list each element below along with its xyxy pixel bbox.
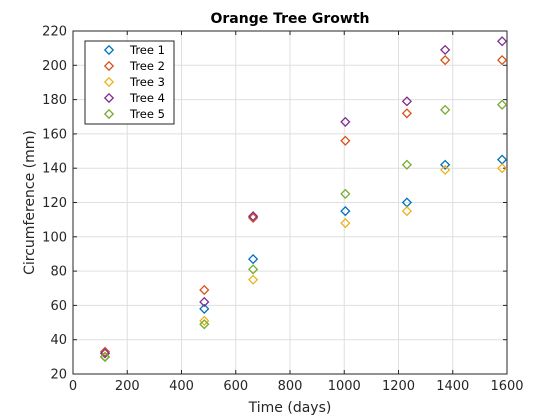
data-point (199, 296, 210, 308)
y-tick-label: 200 (42, 59, 67, 74)
grid-lines (72, 30, 508, 375)
data-point (340, 116, 351, 128)
legend-box (84, 40, 175, 125)
data-point (247, 212, 259, 224)
axes: 0 200 400 600 800 1000 1200 1400 1600 20 40 60 80 100… (42, 25, 523, 395)
x-tick-label: 800 (278, 379, 303, 394)
legend-marker (103, 92, 115, 104)
x-tick-label: 1200 (382, 379, 415, 394)
data-point (340, 188, 351, 200)
data-point (401, 159, 413, 170)
data-point (401, 108, 413, 119)
series-4 (99, 36, 508, 359)
data-points (99, 36, 508, 362)
series-5 (99, 99, 508, 362)
y-tick-label: 60 (50, 299, 67, 314)
legend-marker (103, 60, 115, 72)
legend-entry: Tree 4 (129, 91, 165, 105)
data-point (247, 253, 259, 265)
chart-title: Orange Tree Growth (211, 11, 370, 27)
y-tick-label: 80 (50, 265, 67, 280)
legend: Tree 1 Tree 2 Tree 3 Tree 4 Tree 5 (84, 40, 175, 125)
data-point (496, 163, 508, 174)
y-tick-label: 220 (42, 25, 67, 40)
data-point (199, 303, 210, 314)
data-point (496, 99, 508, 110)
x-tick-label: 200 (115, 379, 140, 394)
y-tick-label: 20 (50, 368, 67, 383)
x-tick-label: 1600 (490, 379, 523, 394)
data-point (401, 96, 413, 107)
data-point (440, 164, 451, 176)
data-point (247, 211, 259, 222)
y-axis-label: Circumference (mm) (22, 130, 38, 275)
data-point (340, 135, 351, 146)
x-tick-label: 0 (69, 379, 77, 394)
x-axis-label: Time (days) (248, 400, 332, 416)
data-point (440, 55, 451, 66)
y-tick-label: 120 (42, 196, 67, 211)
data-point (99, 346, 111, 357)
series-2 (99, 55, 508, 357)
data-point (99, 351, 111, 362)
data-point (340, 205, 351, 217)
y-tick-label: 140 (42, 162, 67, 177)
y-tick-label: 160 (42, 127, 67, 142)
legend-marker (103, 108, 115, 120)
data-point (247, 264, 259, 275)
data-point (99, 348, 111, 359)
x-tick-label: 1000 (328, 379, 361, 394)
data-point (440, 159, 451, 170)
data-point (199, 284, 210, 296)
y-tick-label: 100 (42, 230, 67, 245)
x-tick-label: 1400 (436, 379, 469, 394)
x-tick-label: 600 (223, 379, 248, 394)
data-point (199, 319, 210, 330)
legend-entry: Tree 1 (129, 43, 165, 57)
data-point (440, 44, 451, 55)
data-point (440, 104, 451, 116)
legend-entry: Tree 3 (129, 75, 165, 89)
data-point (247, 274, 259, 285)
data-point (199, 315, 210, 326)
data-point (496, 55, 508, 66)
legend-entry: Tree 2 (129, 59, 165, 73)
y-tick-label: 180 (42, 93, 67, 108)
legend-marker (103, 44, 115, 56)
x-tick-label: 400 (169, 379, 194, 394)
data-point (496, 36, 508, 47)
data-point (401, 205, 413, 217)
legend-marker (103, 76, 115, 88)
legend-entry: Tree 5 (129, 107, 165, 121)
data-point (340, 217, 351, 229)
y-tick-label: 40 (50, 333, 67, 348)
